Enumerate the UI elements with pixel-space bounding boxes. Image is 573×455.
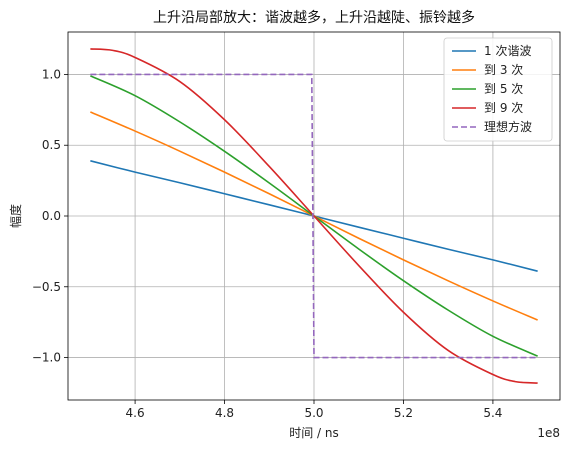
x-axis-offset-label: 1e8 <box>537 426 560 440</box>
x-tick-label: 5.2 <box>394 406 413 420</box>
legend-label-4: 到 9 次 <box>484 101 523 115</box>
x-axis: 4.6 4.8 5.0 5.2 5.4 <box>126 400 502 420</box>
x-axis-label: 时间 / ns <box>289 426 339 440</box>
x-tick-label: 5.4 <box>483 406 502 420</box>
series-layer <box>90 48 538 384</box>
y-tick-label: 0.0 <box>42 209 61 223</box>
x-tick-label: 4.6 <box>126 406 145 420</box>
y-tick-label: −1.0 <box>32 351 61 365</box>
legend-label-2: 到 3 次 <box>484 63 523 77</box>
legend-label-5: 理想方波 <box>484 119 532 134</box>
series-line-5 <box>90 73 538 359</box>
chart-title: 上升沿局部放大：谐波越多，上升沿越陡、振铃越多 <box>153 9 475 26</box>
y-tick-label: −0.5 <box>32 280 61 294</box>
x-tick-label: 5.0 <box>304 406 323 420</box>
x-tick-label: 4.8 <box>215 406 234 420</box>
series-line-4 <box>90 48 538 384</box>
legend-label-3: 到 5 次 <box>484 82 523 96</box>
y-tick-label: 1.0 <box>42 67 61 81</box>
legend-box <box>443 37 553 142</box>
y-axis-label: 幅度 <box>8 204 23 228</box>
y-axis: −1.0 −0.5 0.0 0.5 1.0 <box>32 67 68 365</box>
legend-label-1: 1 次谐波 <box>484 44 531 58</box>
y-tick-label: 0.5 <box>42 138 61 152</box>
